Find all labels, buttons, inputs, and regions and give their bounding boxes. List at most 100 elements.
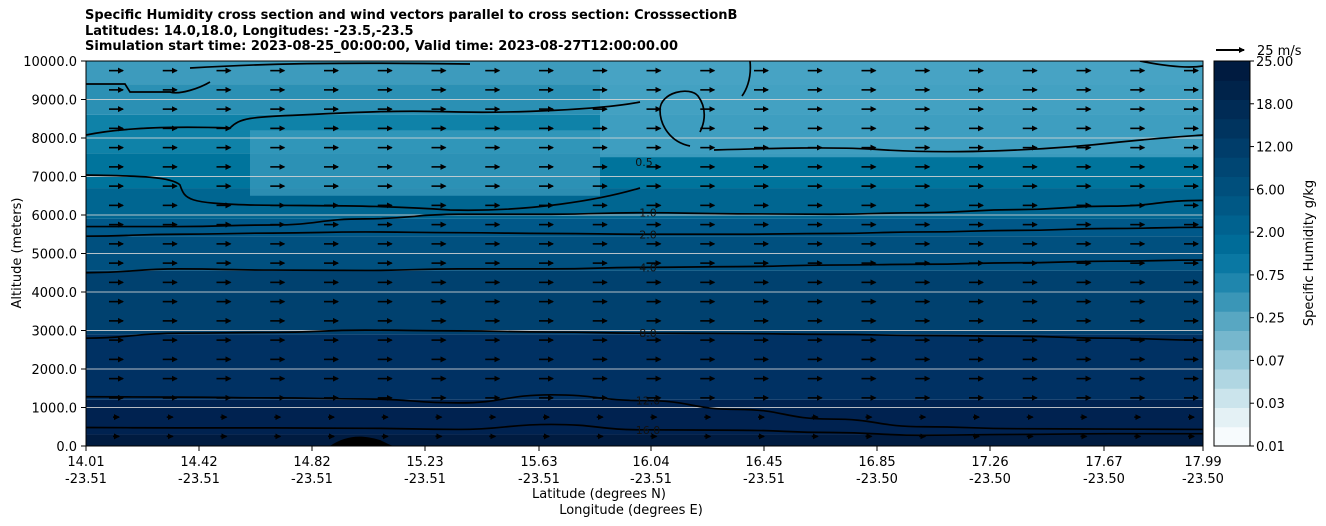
contour-label: 16.0 [636,424,661,437]
colorbar-segment [1214,272,1250,293]
y-tick-label: 0.0 [56,440,77,455]
y-axis: 0.0 1000.0 2000.0 3000.0 4000.0 5000.0 6000.0 7… [23,55,86,455]
x-axis-label-lat: Latitude (degrees N) [532,487,666,502]
x-tick-label-lat: 17.99 [1184,455,1221,470]
gridlines [86,99,1203,408]
x-tick-label-lon: -23.51 [518,472,560,487]
x-tick-label-lat: 16.04 [632,455,669,470]
colorbar-label: Specific Humidity g/kg [1302,180,1317,326]
y-tick-label: 10000.0 [23,55,77,70]
y-tick-label: 3000.0 [32,325,78,340]
colorbar-tick-label: 0.01 [1256,440,1285,455]
x-tick-label-lon: -23.50 [856,472,898,487]
x-tick-label-lon: -23.50 [969,472,1011,487]
colorbar-segment [1214,118,1250,139]
contour-label: 4.0 [639,261,657,274]
x-axis: 14.01 -23.51 14.42 -23.51 14.82 -23.51 15.23 -2… [65,446,1224,487]
colorbar-segment [1214,407,1250,428]
x-tick-label-lat: 16.45 [745,455,782,470]
colorbar-tick-label: 0.25 [1256,312,1285,327]
y-tick-label: 1000.0 [32,402,78,417]
colorbar-tick-label: 12.00 [1256,141,1293,156]
x-tick-label-lon: -23.51 [291,472,333,487]
contour-line [86,423,1203,437]
y-tick-label: 2000.0 [32,363,78,378]
colorbar-segment [1214,388,1250,408]
colorbar-segment [1214,369,1250,389]
humidity-fill [86,61,1203,446]
contour-line [1139,61,1203,68]
humidity-band [86,334,1203,400]
contour-line [659,90,706,147]
contour-line [86,81,211,94]
title-line-3: Simulation start time: 2023-08-25_00:00:… [85,39,678,54]
colorbar-tick-label: 2.00 [1256,226,1285,241]
y-tick-label: 8000.0 [32,132,78,147]
x-tick-label-lon: -23.51 [178,472,220,487]
x-tick-label-lon: -23.50 [1083,472,1125,487]
x-tick-label-lon: -23.51 [404,472,446,487]
contour-line [86,101,641,136]
colorbar-segment [1214,99,1250,120]
contour-line [713,134,1203,153]
colorbar: 0.01 0.03 0.07 0.25 0.75 2.00 6.00 12.00 18.00 25… [1213,55,1293,455]
title-line-1: Specific Humidity cross section and wind… [85,8,738,23]
colorbar-segment [1214,61,1250,81]
colorbar-tick-label: 0.75 [1256,269,1285,284]
colorbar-segment [1214,215,1250,235]
contour-label: 2.0 [639,228,657,241]
x-tick-label-lon: -23.51 [630,472,672,487]
colorbar-tick-label: 0.03 [1256,397,1285,412]
x-tick-label-lat: 17.26 [971,455,1008,470]
colorbar-tick-label: 0.07 [1256,354,1285,369]
contour-label: 0.5 [635,156,653,169]
x-tick-label-lon: -23.51 [65,472,107,487]
y-tick-label: 7000.0 [32,171,78,186]
y-tick-label: 6000.0 [32,209,78,224]
y-axis-label: Altitude (meters) [10,198,25,309]
colorbar-segment [1214,311,1250,331]
contour-line [189,62,471,69]
colorbar-segment [1214,80,1250,100]
humidity-band [86,434,1203,446]
colorbar-segment [1214,195,1250,216]
terrain [330,436,395,446]
colorbar-segment [1214,330,1250,351]
x-tick-label-lat: 14.01 [67,455,104,470]
x-tick-label-lon: -23.51 [743,472,785,487]
colorbar-tick-label: 6.00 [1256,183,1285,198]
y-tick-label: 4000.0 [32,286,78,301]
colorbar-segment [1214,253,1250,274]
wind-vectors [109,67,1199,440]
wind-reference-label: 25 m/s [1257,44,1302,59]
contour-line [741,61,752,97]
x-tick-label-lat: 17.67 [1085,455,1122,470]
dry-region [250,130,600,196]
colorbar-tick-label: 18.00 [1256,98,1293,113]
humidity-band [86,270,1203,335]
contour-line [86,174,641,212]
contour-line [86,329,1203,341]
title-line-2: Latitudes: 14.0,18.0, Longitudes: -23.5,… [85,23,414,39]
x-tick-label-lon: -23.50 [1182,472,1224,487]
colorbar-segment [1214,349,1250,370]
y-tick-label: 5000.0 [32,248,78,263]
contour-line [86,226,1203,238]
contour-label: 1.0 [639,207,657,220]
x-tick-label-lat: 16.85 [858,455,895,470]
x-tick-label-lat: 14.42 [180,455,217,470]
y-tick-label: 9000.0 [32,94,78,109]
colorbar-segment [1214,176,1250,197]
colorbar-segment [1214,157,1250,177]
x-axis-label-lon: Longitude (degrees E) [559,503,703,518]
colorbar-segment [1214,292,1250,312]
x-tick-label-lat: 15.63 [520,455,557,470]
chart-title: Specific Humidity cross section and wind… [85,8,737,55]
contour-label: 12.0 [636,395,661,408]
colorbar-segment [1214,426,1250,447]
contour-line [86,259,1203,274]
colorbar-frame [1213,60,1251,447]
colorbar-segment [1214,234,1250,254]
x-tick-label-lat: 14.82 [293,455,330,470]
